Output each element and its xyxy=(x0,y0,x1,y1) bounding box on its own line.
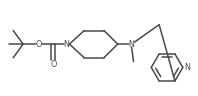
Text: N: N xyxy=(129,40,134,49)
Text: N: N xyxy=(184,63,190,72)
Text: O: O xyxy=(50,60,57,69)
Text: N: N xyxy=(64,40,69,49)
Text: O: O xyxy=(36,40,42,49)
